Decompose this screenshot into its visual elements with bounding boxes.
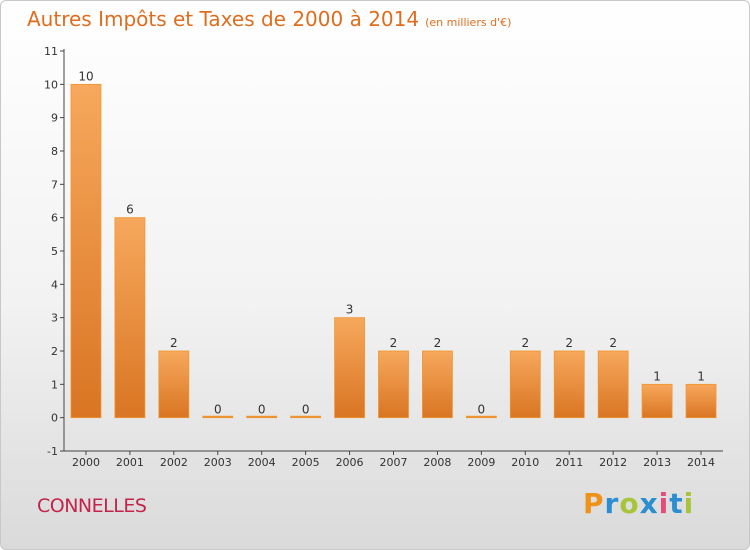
data-label: 1	[653, 369, 661, 383]
chart-bars	[70, 83, 717, 419]
x-tick-label: 2009	[467, 456, 495, 469]
x-tick-label: 2014	[687, 456, 715, 469]
data-label: 2	[609, 336, 617, 350]
x-tick-label: 2004	[248, 456, 276, 469]
bar	[422, 350, 453, 419]
logo-letter: o	[619, 487, 640, 520]
y-tick-label: 5	[51, 245, 58, 258]
bar	[553, 350, 585, 419]
bar	[334, 317, 365, 419]
x-tick-label: 2013	[643, 456, 671, 469]
logo-letter: i	[658, 487, 670, 520]
data-label: 0	[302, 403, 310, 417]
logo-letter: t	[669, 487, 684, 520]
chart-unit: (en milliers d'€)	[425, 16, 512, 29]
data-label: 1	[697, 369, 705, 383]
y-tick-label: 0	[51, 412, 58, 425]
bar	[509, 350, 541, 419]
y-tick-label: 10	[44, 78, 58, 91]
bar	[685, 383, 717, 419]
y-tick-label: 1	[51, 378, 58, 391]
commune-name: CONNELLES	[37, 495, 147, 517]
y-tick-label: 2	[51, 345, 58, 358]
data-label: 2	[521, 336, 529, 350]
y-tick-label: 3	[51, 312, 58, 325]
bar	[465, 415, 497, 419]
x-tick-label: 2001	[116, 456, 144, 469]
data-label: 6	[126, 203, 134, 217]
x-tick-label: 2005	[292, 456, 320, 469]
x-tick-label: 2012	[599, 456, 627, 469]
x-tick-label: 2002	[160, 456, 188, 469]
x-tick-label: 2003	[204, 456, 232, 469]
data-label: 0	[258, 403, 266, 417]
data-label: 0	[214, 403, 222, 417]
bar	[158, 350, 190, 419]
x-tick-label: 2010	[511, 456, 539, 469]
logo-letter: i	[683, 487, 695, 520]
x-tick-label: 2000	[72, 456, 100, 469]
x-tick-label: 2008	[423, 456, 451, 469]
data-label: 2	[390, 336, 398, 350]
proxiti-logo: Proxiti	[583, 487, 694, 520]
bar	[290, 415, 322, 419]
bar	[378, 350, 409, 419]
y-tick-label: 9	[51, 112, 58, 125]
chart-title: Autres Impôts et Taxes de 2000 à 2014 (en…	[27, 7, 511, 31]
y-tick-label: 8	[51, 145, 58, 158]
data-label: 10	[78, 69, 93, 83]
y-tick-label: -1	[47, 445, 58, 458]
x-tick-label: 2007	[380, 456, 408, 469]
data-label: 2	[565, 336, 573, 350]
data-label: 3	[346, 303, 354, 317]
bar	[70, 83, 102, 419]
y-tick-label: 7	[51, 178, 58, 191]
data-label: 2	[434, 336, 442, 350]
chart-title-text: Autres Impôts et Taxes de 2000 à 2014	[27, 7, 420, 31]
chart-labels: 2000102001620022200302004020050200632007…	[72, 69, 715, 469]
y-tick-label: 4	[51, 278, 58, 291]
data-label: 0	[478, 403, 486, 417]
data-label: 2	[170, 336, 178, 350]
bar	[246, 415, 278, 419]
bar	[114, 217, 146, 419]
logo-letter: r	[604, 487, 620, 520]
logo-letter: P	[583, 487, 605, 520]
bar	[597, 350, 629, 419]
y-tick-label: 6	[51, 212, 58, 225]
y-tick-label: 11	[44, 45, 58, 58]
bar	[641, 383, 673, 419]
x-tick-label: 2006	[336, 456, 364, 469]
logo-letter: x	[639, 487, 659, 520]
bar	[202, 415, 234, 419]
x-tick-label: 2011	[555, 456, 583, 469]
